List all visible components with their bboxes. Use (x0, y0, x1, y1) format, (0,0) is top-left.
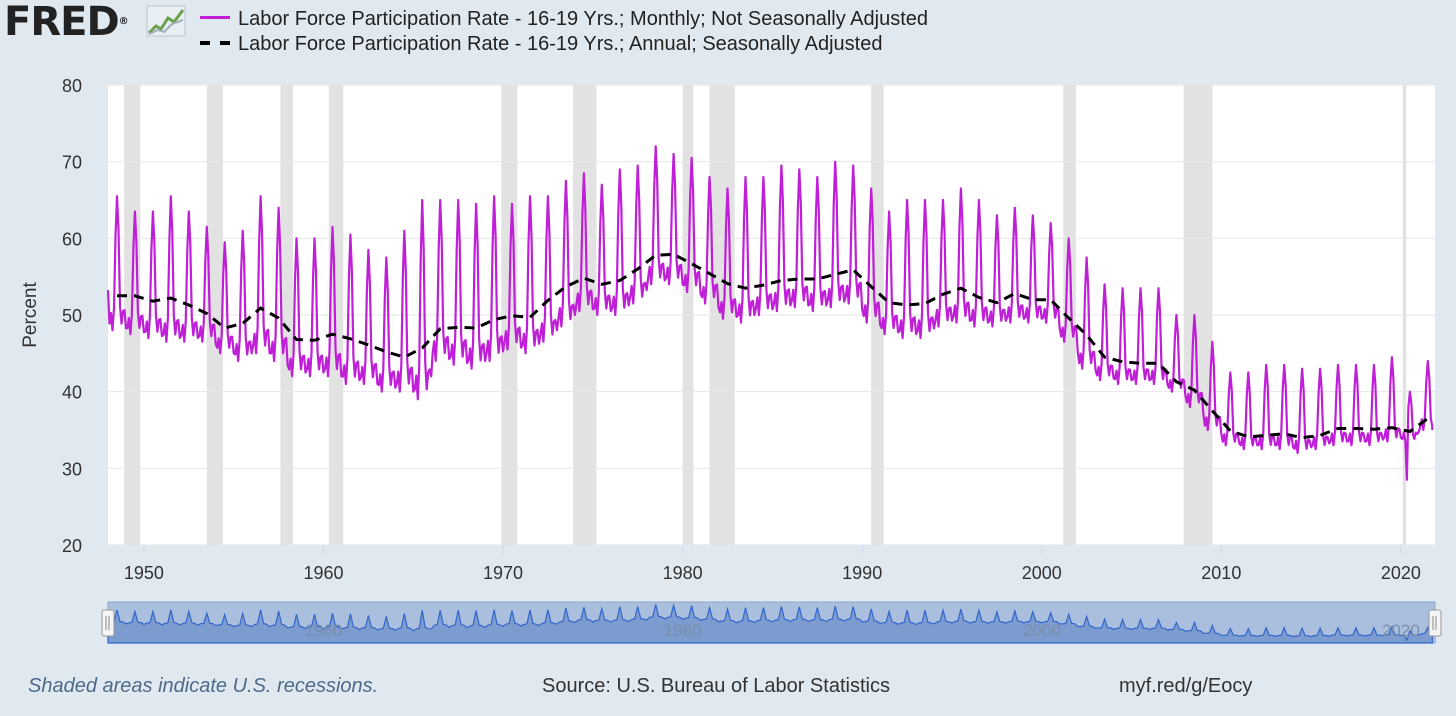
x-tick-label: 2000 (1022, 563, 1062, 583)
y-tick-label: 70 (62, 153, 82, 173)
x-tick-label: 1950 (124, 563, 164, 583)
x-axis: 1950 1960 1970 1980 1990 2000 2010 2020 (124, 545, 1421, 583)
y-tick-label: 50 (62, 306, 82, 326)
y-axis: 20 30 40 50 60 70 80 (62, 76, 82, 556)
y-tick-label: 30 (62, 459, 82, 479)
legend-item-monthly[interactable]: Labor Force Participation Rate - 16-19 Y… (200, 7, 928, 31)
y-tick-label: 40 (62, 383, 82, 403)
navigator-tick-label: 1960 (305, 621, 343, 640)
fred-logo[interactable]: FRED® (4, 0, 129, 45)
recession-note: Shaded areas indicate U.S. recessions. (28, 675, 379, 697)
y-axis-label: Percent (20, 282, 41, 348)
source-text: Source: U.S. Bureau of Labor Statistics (542, 675, 890, 697)
series-line-monthly (106, 145, 1434, 481)
navigator-area (107, 602, 1433, 644)
y-tick-label: 60 (62, 229, 82, 249)
navigator-ticks: 1960 1980 2000 2020 (305, 621, 1420, 640)
x-tick-label: 1960 (303, 563, 343, 583)
series-lines (106, 145, 1434, 481)
navigator-tick-label: 2020 (1382, 621, 1420, 640)
legend-label-monthly: Labor Force Participation Rate - 16-19 Y… (238, 8, 928, 30)
time-range-navigator[interactable]: 1960 1980 2000 2020 (101, 601, 1442, 644)
x-tick-label: 1990 (842, 563, 882, 583)
legend-swatch-monthly (200, 16, 230, 20)
x-tick-label: 1970 (483, 563, 523, 583)
navigator-handle-left[interactable] (101, 609, 115, 637)
x-tick-label: 2020 (1381, 563, 1421, 583)
navigator-tick-label: 2000 (1023, 621, 1061, 640)
legend-label-annual: Labor Force Participation Rate - 16-19 Y… (238, 33, 883, 55)
x-tick-label: 2010 (1201, 563, 1241, 583)
x-tick-label: 1980 (663, 563, 703, 583)
y-tick-label: 80 (62, 76, 82, 96)
navigator-handle-right[interactable] (1428, 609, 1442, 637)
chart-logo-icon (146, 5, 186, 37)
logo-text: FRED (4, 0, 120, 45)
y-tick-label: 20 (62, 536, 82, 556)
series-line-annual (117, 252, 1429, 440)
navigator-series (107, 602, 1433, 644)
short-link[interactable]: myf.red/g/Eocy (1119, 675, 1253, 697)
navigator-tick-label: 1980 (664, 621, 702, 640)
registered-mark: ® (118, 16, 129, 27)
legend-item-annual[interactable]: Labor Force Participation Rate - 16-19 Y… (200, 32, 882, 56)
legend-swatch-annual (200, 40, 230, 45)
